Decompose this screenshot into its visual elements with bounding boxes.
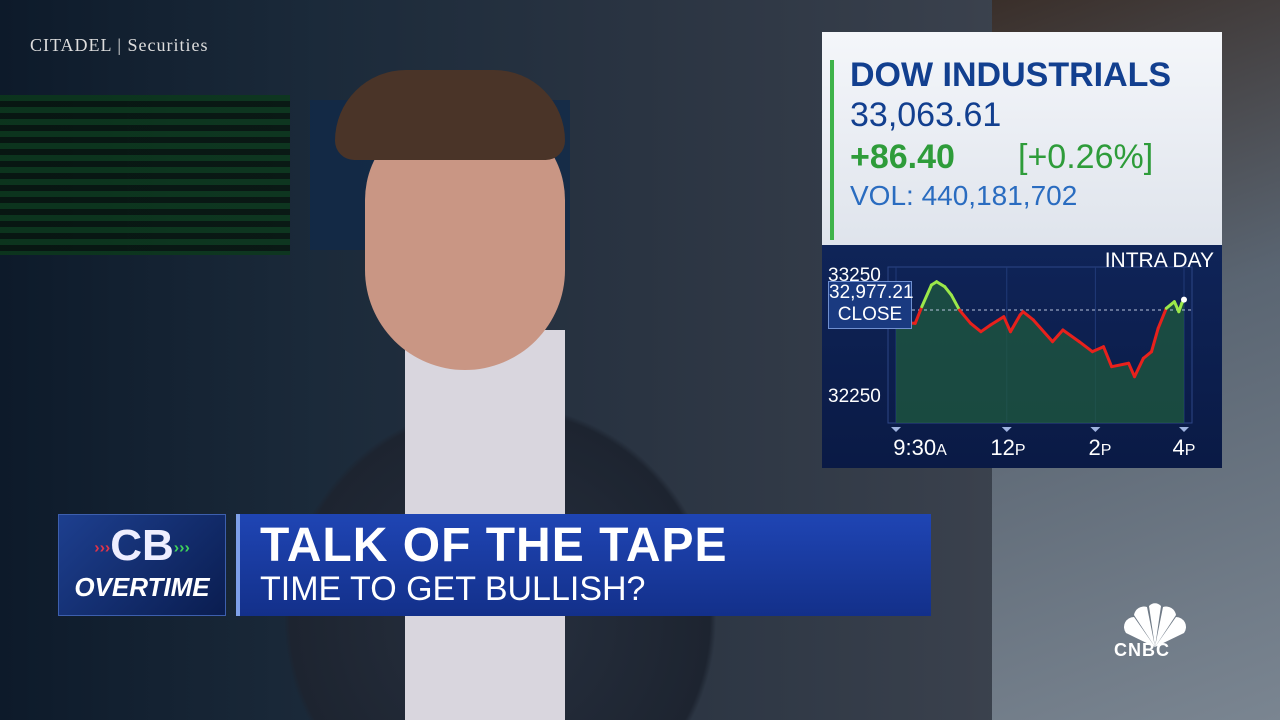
quote-box: DOW INDUSTRIALS 33,063.61 +86.40 [+0.26%… [822,32,1222,245]
price-segment [989,315,1006,327]
price-segment [969,321,983,334]
price-segment [1127,361,1137,379]
x-tick-marker [1090,427,1101,432]
price-segment [979,323,993,334]
lower-third-banner: TALK OF THE TAPE TIME TO GET BULLISH? [236,514,931,616]
x-tick-marker [1001,427,1012,432]
close-reference-label: 32,977.21 CLOSE [828,281,914,329]
price-segment [935,280,947,289]
volume-label: VOL: [850,180,914,211]
last-price-dot [1181,296,1187,303]
price-segment [1141,350,1154,360]
cnbc-peacock-icon [1124,603,1186,647]
index-change-pct: [+0.26%] [1018,138,1154,176]
price-segment [1150,326,1160,354]
show-logo-top: CB [110,521,174,570]
intraday-chart: INTRA DAY 33250 32250 32,977.21 CLOSE 9:… [822,245,1222,468]
index-price: 33,063.61 [850,96,1002,134]
index-volume: VOL: 440,181,702 [850,180,1077,212]
price-segment [943,285,953,297]
x-tick-label: 4P [1172,435,1196,460]
y-tick-label: 33250 [828,265,881,286]
price-segment [1008,313,1022,334]
price-segment [1021,310,1035,322]
segment-subtitle: TIME TO GET BULLISH? [260,570,646,608]
x-tick-label: 12P [990,435,1026,460]
price-segment [1031,318,1055,344]
y-tick-label: 32250 [828,386,881,407]
price-segment [1164,300,1176,310]
show-logo-bottom: OVERTIME [74,572,210,602]
price-segment [1077,340,1094,354]
background-signage: CITADEL | Securities [30,35,209,55]
x-tick-marker [891,427,901,432]
price-segment [1156,306,1168,330]
x-tick-marker [1179,427,1189,432]
green-chevrons-icon: ››› [173,539,190,557]
network-logo-text: CNBC [1114,640,1170,660]
price-segment [1102,345,1114,369]
x-tick-label: 9:30A [893,435,947,460]
price-segment [1110,361,1131,369]
volume-value: 440,181,702 [921,180,1078,211]
stock-board [0,95,290,255]
area-fill [896,281,1184,423]
show-logo: ›››CB››› OVERTIME [58,514,226,616]
price-segment [913,305,924,325]
price-segment [1051,328,1065,344]
price-segment [920,283,933,309]
close-label: CLOSE [837,304,903,325]
up-indicator-bar [830,60,834,240]
presenter-hair [335,70,565,160]
price-segment [1090,345,1106,354]
price-segment [949,293,962,312]
price-segment [1002,315,1012,334]
price-segment [1061,328,1081,344]
index-change: +86.40 [850,138,955,176]
price-segment [1133,356,1145,379]
close-value: 32,977.21 [829,282,914,303]
price-segment [958,308,973,325]
segment-title: TALK OF THE TAPE [260,519,728,572]
red-chevrons-icon: ››› [94,539,111,557]
chart-plot [887,266,1193,432]
x-tick-label: 2P [1088,435,1112,460]
index-name: DOW INDUSTRIALS [850,56,1172,94]
chart-title: INTRA DAY [1104,249,1214,272]
